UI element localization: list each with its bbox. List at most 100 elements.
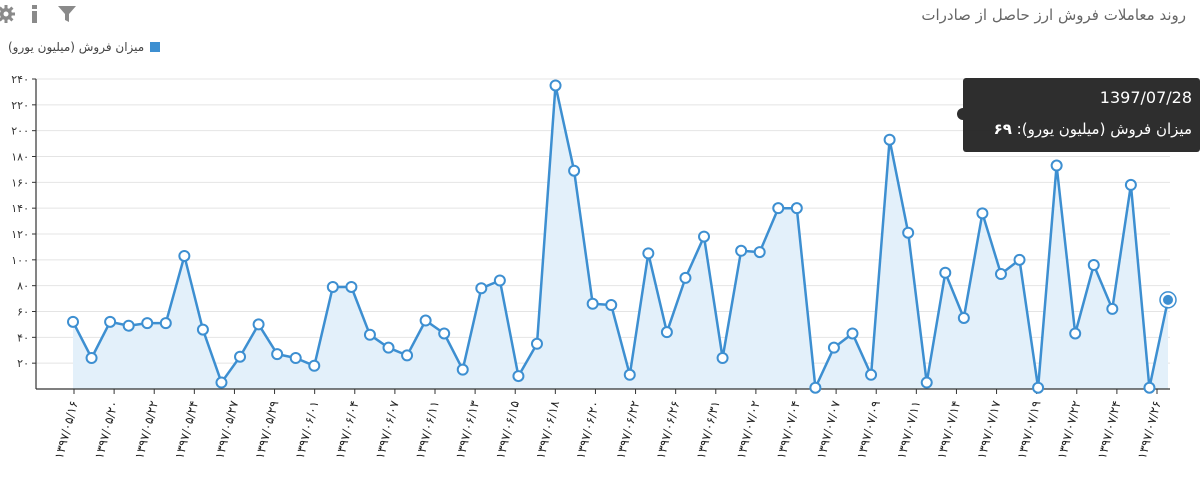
- data-point[interactable]: [846, 327, 859, 340]
- x-tick-label: ۱۳۹۷/۰۵/۲۹: [252, 399, 281, 460]
- x-tick-label: ۱۳۹۷/۰۷/۱۴: [934, 399, 963, 460]
- x-tick-label: ۱۳۹۷/۰۶/۲۲: [613, 399, 642, 460]
- y-tick-label: ۸۰: [17, 280, 29, 293]
- data-point[interactable]: [865, 368, 878, 381]
- data-point[interactable]: [85, 352, 98, 364]
- data-point[interactable]: [530, 337, 543, 350]
- x-tick-label: ۱۳۹۷/۰۶/۲۰: [573, 399, 602, 460]
- data-point[interactable]: [215, 376, 228, 389]
- tooltip: 1397/07/28 میزان فروش (میلیون یورو): ۶۹: [957, 78, 1200, 152]
- x-tick-label: ۱۳۹۷/۰۶/۱۳: [453, 399, 482, 461]
- tooltip-colon: :: [1011, 120, 1022, 138]
- series-area: [71, 84, 1170, 389]
- tooltip-pointer: [957, 108, 969, 120]
- data-point[interactable]: [549, 79, 562, 92]
- data-point-highlighted[interactable]: [1161, 292, 1175, 307]
- data-point[interactable]: [660, 326, 673, 339]
- data-point[interactable]: [957, 311, 970, 324]
- filter-icon[interactable]: [57, 4, 77, 24]
- data-point[interactable]: [493, 274, 506, 287]
- chart-legend[interactable]: میزان فروش (میلیون یورو): [8, 40, 161, 54]
- data-point[interactable]: [363, 328, 376, 341]
- data-point[interactable]: [753, 246, 766, 259]
- data-point[interactable]: [1069, 327, 1082, 340]
- x-tick-label: ۱۳۹۷/۰۶/۳۱: [694, 399, 723, 460]
- data-point[interactable]: [698, 230, 711, 243]
- series-line: [71, 84, 1170, 389]
- tooltip-date: 1397/07/28: [1099, 88, 1192, 107]
- data-point[interactable]: [1087, 259, 1100, 271]
- data-point[interactable]: [252, 318, 265, 331]
- x-tick-label: ۱۳۹۷/۰۶/۱۱: [413, 399, 442, 460]
- data-point[interactable]: [1143, 381, 1156, 394]
- y-tick-label: ۱۶۰: [11, 176, 29, 189]
- data-point[interactable]: [679, 271, 692, 284]
- data-point[interactable]: [159, 317, 172, 330]
- data-point[interactable]: [1124, 178, 1137, 191]
- data-point[interactable]: [605, 299, 618, 312]
- data-point[interactable]: [976, 207, 989, 220]
- data-point[interactable]: [475, 282, 488, 295]
- data-point[interactable]: [994, 268, 1007, 281]
- x-tick-label: ۱۳۹۷/۰۶/۱۸: [533, 399, 562, 461]
- x-tick-label: ۱۳۹۷/۰۷/۲۲: [1055, 399, 1084, 460]
- data-point[interactable]: [382, 341, 395, 354]
- x-tick-label: ۱۳۹۷/۰۷/۰۲: [734, 399, 763, 460]
- data-point[interactable]: [345, 280, 358, 293]
- data-point[interactable]: [271, 348, 284, 361]
- data-point[interactable]: [122, 319, 135, 332]
- data-point[interactable]: [178, 249, 191, 262]
- x-tick-label: ۱۳۹۷/۰۷/۰۴: [774, 399, 803, 460]
- data-point[interactable]: [401, 349, 414, 362]
- x-tick-label: ۱۳۹۷/۰۶/۰۴: [333, 399, 362, 460]
- legend-swatch: [150, 42, 161, 52]
- data-point[interactable]: [827, 341, 840, 354]
- data-point[interactable]: [920, 376, 933, 389]
- data-point[interactable]: [716, 352, 729, 364]
- y-tick-label: ۲۴۰: [11, 73, 29, 86]
- data-point[interactable]: [419, 314, 432, 327]
- series-points: [67, 79, 1177, 394]
- data-point[interactable]: [326, 280, 339, 293]
- info-icon[interactable]: [28, 4, 42, 24]
- data-point[interactable]: [642, 247, 655, 260]
- data-point[interactable]: [586, 297, 599, 310]
- data-point[interactable]: [883, 133, 896, 146]
- legend-label: میزان فروش (میلیون یورو): [8, 40, 145, 54]
- data-point[interactable]: [512, 370, 525, 383]
- data-point[interactable]: [141, 317, 154, 330]
- data-point[interactable]: [456, 363, 469, 376]
- data-point[interactable]: [790, 202, 803, 215]
- data-point[interactable]: [308, 359, 321, 372]
- data-point[interactable]: [809, 381, 822, 394]
- data-point[interactable]: [67, 315, 79, 328]
- y-tick-label: ۱۰۰: [11, 254, 29, 267]
- data-point[interactable]: [772, 202, 785, 215]
- x-tick-label: ۱۳۹۷/۰۵/۲۷: [212, 399, 241, 461]
- y-axis-ticks: ۲۰ ۴۰ ۶۰ ۸۰ ۱۰۰ ۱۲۰ ۱۴۰ ۱۶۰ ۱۸۰ ۲۰۰ ۲۲۰ ۲۴۰: [11, 73, 36, 370]
- data-point[interactable]: [1050, 159, 1063, 172]
- y-tick-label: ۲۲۰: [11, 99, 29, 112]
- data-point[interactable]: [196, 323, 209, 336]
- x-tick-label: ۱۳۹۷/۰۵/۲۰: [92, 399, 121, 460]
- data-point[interactable]: [1032, 381, 1045, 394]
- data-point[interactable]: [104, 315, 117, 328]
- settings-icon[interactable]: [0, 4, 16, 24]
- data-point[interactable]: [939, 266, 952, 279]
- x-tick-label: ۱۳۹۷/۰۷/۱۹: [1015, 399, 1044, 460]
- data-point[interactable]: [289, 352, 302, 364]
- data-point[interactable]: [1106, 302, 1119, 315]
- tooltip-series-label: میزان فروش (میلیون یورو): [1021, 120, 1192, 138]
- data-point[interactable]: [623, 368, 636, 381]
- chart-title: روند معاملات فروش ارز حاصل از صادرات: [921, 6, 1186, 24]
- data-point[interactable]: [234, 350, 247, 363]
- data-point[interactable]: [1013, 253, 1026, 266]
- y-tick-label: ۱۲۰: [11, 228, 29, 241]
- tooltip-value-line: میزان فروش (میلیون یورو): ۶۹: [994, 120, 1192, 138]
- data-point[interactable]: [568, 164, 581, 177]
- data-point[interactable]: [438, 327, 451, 340]
- data-point[interactable]: [735, 244, 748, 257]
- y-tick-label: ۴۰: [17, 331, 29, 344]
- data-point[interactable]: [902, 226, 915, 239]
